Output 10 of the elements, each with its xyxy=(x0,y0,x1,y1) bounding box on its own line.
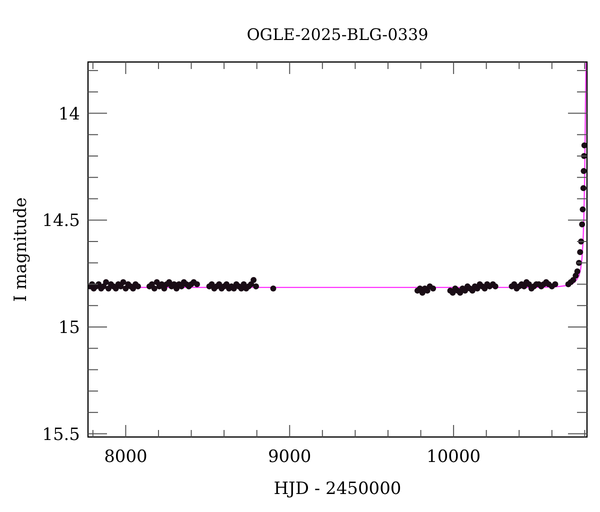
chart-title: OGLE-2025-BLG-0339 xyxy=(246,25,428,44)
x-axis-title: HJD - 2450000 xyxy=(274,479,402,499)
x-tick-label: 9000 xyxy=(268,447,312,467)
x-tick-label: 8000 xyxy=(104,447,148,467)
x-tick-label: 10000 xyxy=(426,447,481,467)
y-tick-label: 14.5 xyxy=(42,211,80,232)
y-tick-label: 15.5 xyxy=(42,424,80,445)
y-tick-label: 14 xyxy=(58,104,80,124)
y-axis-title: I magnitude xyxy=(11,197,31,302)
y-tick-label: 15 xyxy=(58,318,80,338)
